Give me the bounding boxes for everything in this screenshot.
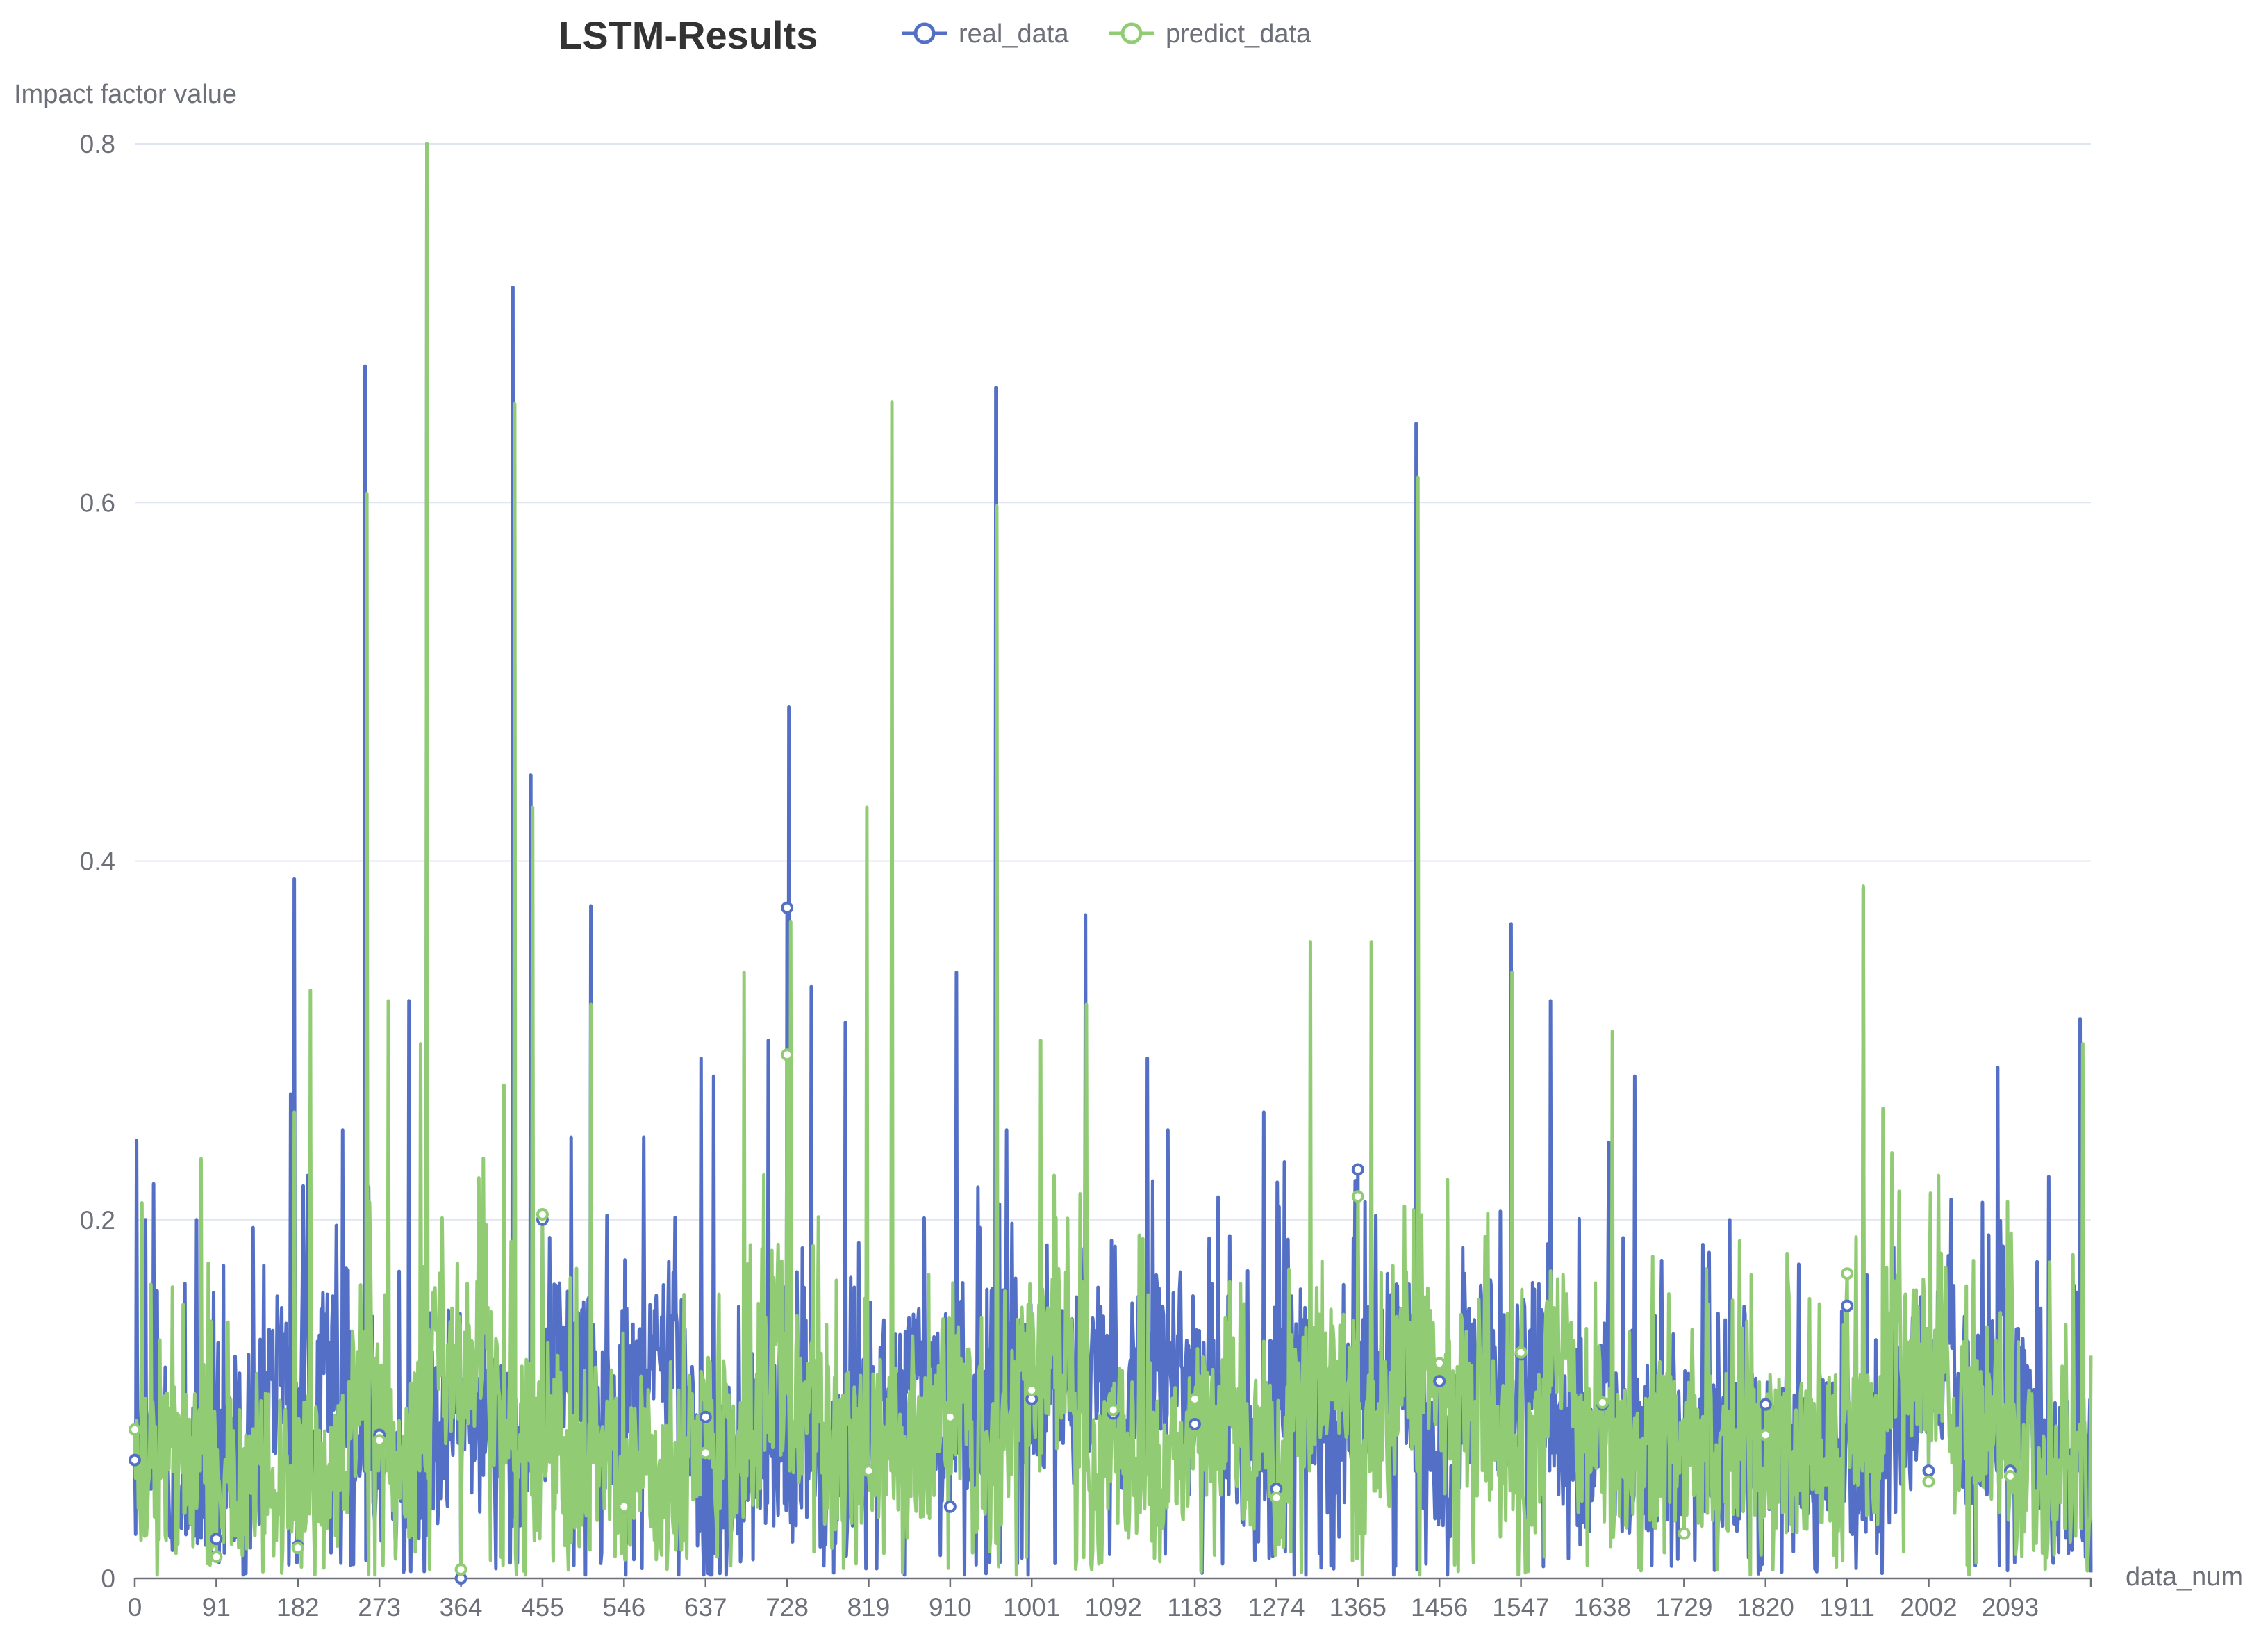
data-point-marker (699, 1446, 712, 1460)
data-point-marker (210, 1551, 223, 1564)
x-tick-label: 1092 (1084, 1593, 1141, 1621)
x-tick-label: 1820 (1737, 1593, 1794, 1621)
data-point-marker (129, 1453, 141, 1467)
y-tick-label: 0.6 (80, 488, 115, 517)
data-point-marker (1351, 1190, 1364, 1203)
data-point-marker (1514, 1346, 1528, 1359)
data-point-marker (1107, 1403, 1120, 1417)
x-tick-label: 91 (202, 1593, 231, 1621)
data-point-marker (536, 1208, 549, 1221)
series-line-predict-data (133, 142, 2093, 1577)
data-point-marker (1351, 1163, 1364, 1176)
data-point-marker (1596, 1396, 1609, 1410)
data-point-marker (1189, 1418, 1202, 1431)
data-point-marker (1759, 1428, 1772, 1442)
chart-title: LSTM-Results (558, 13, 818, 57)
data-point-marker (862, 1464, 875, 1478)
data-point-marker (1678, 1527, 1691, 1540)
data-point-marker (618, 1500, 631, 1513)
data-point-marker (210, 1533, 223, 1546)
data-point-marker (781, 901, 794, 914)
data-point-marker (699, 1410, 712, 1423)
data-point-marker (943, 1500, 957, 1513)
x-tick-label: 1274 (1248, 1593, 1305, 1621)
data-point-marker (373, 1434, 386, 1447)
axes: Impact factor value data_num 0 0.2 0.4 0.6 0… (14, 80, 2243, 1621)
data-point-marker (1922, 1475, 1935, 1488)
series-markers (129, 901, 2017, 1585)
data-point-marker (1025, 1383, 1038, 1396)
legend-marker-icon (1120, 22, 1143, 44)
x-tick-label: 819 (847, 1593, 891, 1621)
data-point-marker (129, 1423, 141, 1436)
data-point-marker (291, 1542, 304, 1555)
x-tick-label: 1001 (1003, 1593, 1060, 1621)
data-point-marker (1433, 1357, 1446, 1370)
x-tick-label: 1183 (1167, 1593, 1223, 1621)
data-point-marker (1841, 1299, 1854, 1312)
x-tick-label: 2093 (1982, 1593, 2039, 1621)
x-tick-label: 364 (440, 1593, 483, 1621)
x-tick-label: 546 (602, 1593, 645, 1621)
x-tick-label: 1638 (1574, 1593, 1631, 1621)
x-tick-label: 1911 (1819, 1593, 1875, 1621)
x-tick-label: 273 (358, 1593, 401, 1621)
data-point-marker (1922, 1464, 1935, 1478)
data-point-marker (781, 1048, 794, 1062)
x-tick-label: 1456 (1411, 1593, 1468, 1621)
x-tick-label: 728 (765, 1593, 809, 1621)
data-point-marker (454, 1563, 467, 1576)
x-tick-label: 1365 (1330, 1593, 1387, 1621)
x-tick-label: 455 (521, 1593, 564, 1621)
legend-marker-icon (913, 22, 936, 44)
y-tick-label: 0.4 (80, 848, 115, 876)
grid-lines (135, 143, 2091, 1221)
data-point-marker (1433, 1375, 1446, 1388)
legend-label: predict_data (1166, 19, 1311, 49)
data-point-marker (1189, 1392, 1202, 1405)
legend-label: real_data (959, 19, 1069, 49)
x-tick-label: 182 (276, 1593, 320, 1621)
x-tick-label: 0 (128, 1593, 142, 1621)
y-tick-label: 0.8 (80, 130, 115, 158)
x-tick-label: 2002 (1900, 1593, 1957, 1621)
x-tick-label: 637 (684, 1593, 727, 1621)
x-tick-label: 1729 (1655, 1593, 1712, 1621)
x-axis-label: data_num (2126, 1562, 2243, 1592)
x-tick-label: 1547 (1492, 1593, 1549, 1621)
data-point-marker (943, 1410, 957, 1423)
legend[interactable]: LSTM-Results real_data predict_data (558, 13, 1311, 57)
y-tick-label: 0 (101, 1564, 115, 1593)
data-point-marker (1759, 1398, 1772, 1411)
x-tick-label: 910 (929, 1593, 972, 1621)
y-axis-label: Impact factor value (14, 80, 237, 109)
data-point-marker (1270, 1491, 1283, 1504)
y-tick-label: 0.2 (80, 1206, 115, 1235)
data-point-marker (1841, 1267, 1854, 1280)
data-point-marker (2003, 1469, 2017, 1483)
